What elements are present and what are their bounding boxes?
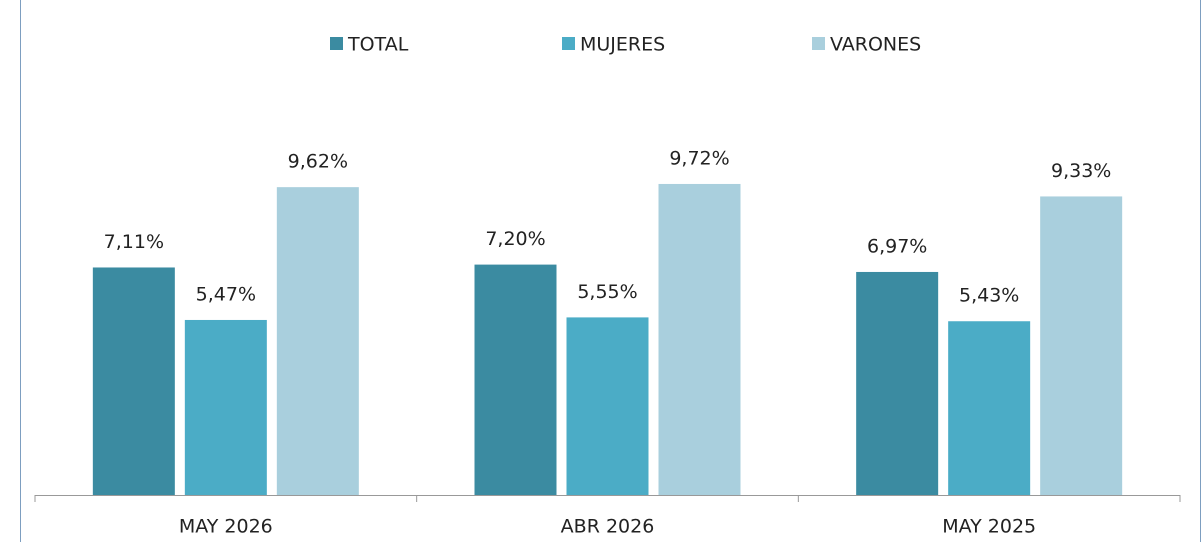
legend-label: TOTAL xyxy=(347,34,409,56)
bar xyxy=(566,317,649,495)
bar xyxy=(1040,196,1123,495)
value-label: 5,43% xyxy=(959,285,1019,307)
legend-swatch xyxy=(812,37,825,50)
value-label: 7,11% xyxy=(104,231,164,253)
bar xyxy=(658,183,741,495)
bar xyxy=(474,264,557,495)
x-tick-label: ABR 2026 xyxy=(561,516,655,538)
legend-swatch xyxy=(562,37,575,50)
bar xyxy=(856,271,939,495)
legend-label: VARONES xyxy=(830,34,921,56)
value-label: 7,20% xyxy=(485,228,545,250)
bar xyxy=(184,319,267,495)
value-label: 5,55% xyxy=(577,281,637,303)
value-label: 5,47% xyxy=(196,283,256,305)
bar xyxy=(948,321,1031,495)
x-tick-label: MAY 2026 xyxy=(179,516,273,538)
bar xyxy=(276,187,359,495)
value-label: 9,72% xyxy=(669,147,729,169)
value-label: 6,97% xyxy=(867,235,927,257)
legend-label: MUJERES xyxy=(580,34,665,56)
bar xyxy=(92,267,175,495)
value-label: 9,62% xyxy=(288,151,348,173)
legend-swatch xyxy=(330,37,343,50)
x-tick-label: MAY 2025 xyxy=(942,516,1036,538)
value-label: 9,33% xyxy=(1051,160,1111,182)
